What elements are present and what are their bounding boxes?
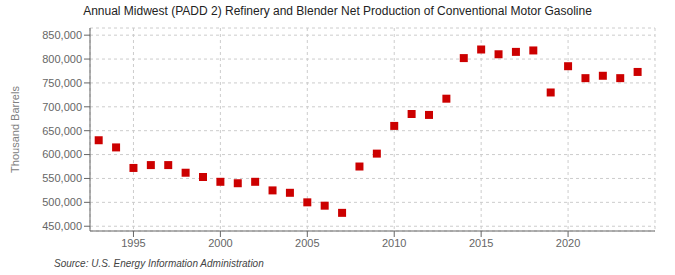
svg-text:2015: 2015: [469, 237, 493, 249]
svg-text:600,000: 600,000: [42, 148, 82, 160]
svg-text:2005: 2005: [295, 237, 319, 249]
html-text:Source: U.S. Energy Informatio: Source: U.S. Energy Information Administ…: [54, 258, 264, 269]
svg-text:650,000: 650,000: [42, 125, 82, 137]
html-text:Annual Midwest (PADD 2) Refine: Annual Midwest (PADD 2) Refinery and Ble…: [83, 4, 592, 18]
svg-text:550,000: 550,000: [42, 172, 82, 184]
svg-text:750,000: 750,000: [42, 77, 82, 89]
svg-text:Thousand Barrels: Thousand Barrels: [9, 86, 21, 173]
svg-text:2020: 2020: [556, 237, 580, 249]
svg-text:850,000: 850,000: [42, 29, 82, 41]
svg-text:500,000: 500,000: [42, 196, 82, 208]
svg-text:2010: 2010: [382, 237, 406, 249]
svg-text:800,000: 800,000: [42, 53, 82, 65]
svg-text:1995: 1995: [121, 237, 145, 249]
svg-text:450,000: 450,000: [42, 220, 82, 232]
svg-text:2000: 2000: [208, 237, 232, 249]
svg-text:700,000: 700,000: [42, 101, 82, 113]
